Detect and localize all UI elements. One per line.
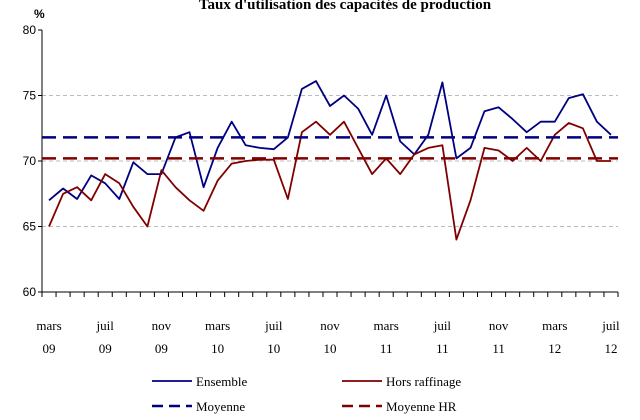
x-tick-label: mars 12 <box>542 318 567 356</box>
x-tick-label: juil 11 <box>433 318 452 356</box>
y-tick-label: 80 <box>23 23 37 37</box>
x-tick-label: mars 11 <box>374 318 399 356</box>
x-tick-label: nov 11 <box>489 318 509 356</box>
x-tick-label: nov 10 <box>320 318 340 356</box>
chart-title: Taux d'utilisation des capacités de prod… <box>199 0 492 13</box>
legend-label: Moyenne <box>196 399 245 414</box>
legend-label: Moyenne HR <box>386 399 457 414</box>
legend-label: Hors raffinage <box>386 374 461 389</box>
y-tick-label: 60 <box>23 285 37 299</box>
x-tick-label: mars 10 <box>205 318 230 356</box>
series-line <box>48 120 611 241</box>
x-tick-label: nov 09 <box>152 318 172 356</box>
x-tick-label: juil 10 <box>264 318 283 356</box>
y-tick-label: 70 <box>23 154 37 168</box>
x-tick-label: mars 09 <box>36 318 61 356</box>
series-line <box>48 80 612 201</box>
y-axis-label: % <box>34 7 45 21</box>
legend-label: Ensemble <box>196 374 247 389</box>
x-tick-label: juil 09 <box>96 318 115 356</box>
y-tick-label: 75 <box>23 89 37 103</box>
x-tick-label: juil 12 <box>601 318 620 356</box>
y-tick-label: 65 <box>23 220 37 234</box>
